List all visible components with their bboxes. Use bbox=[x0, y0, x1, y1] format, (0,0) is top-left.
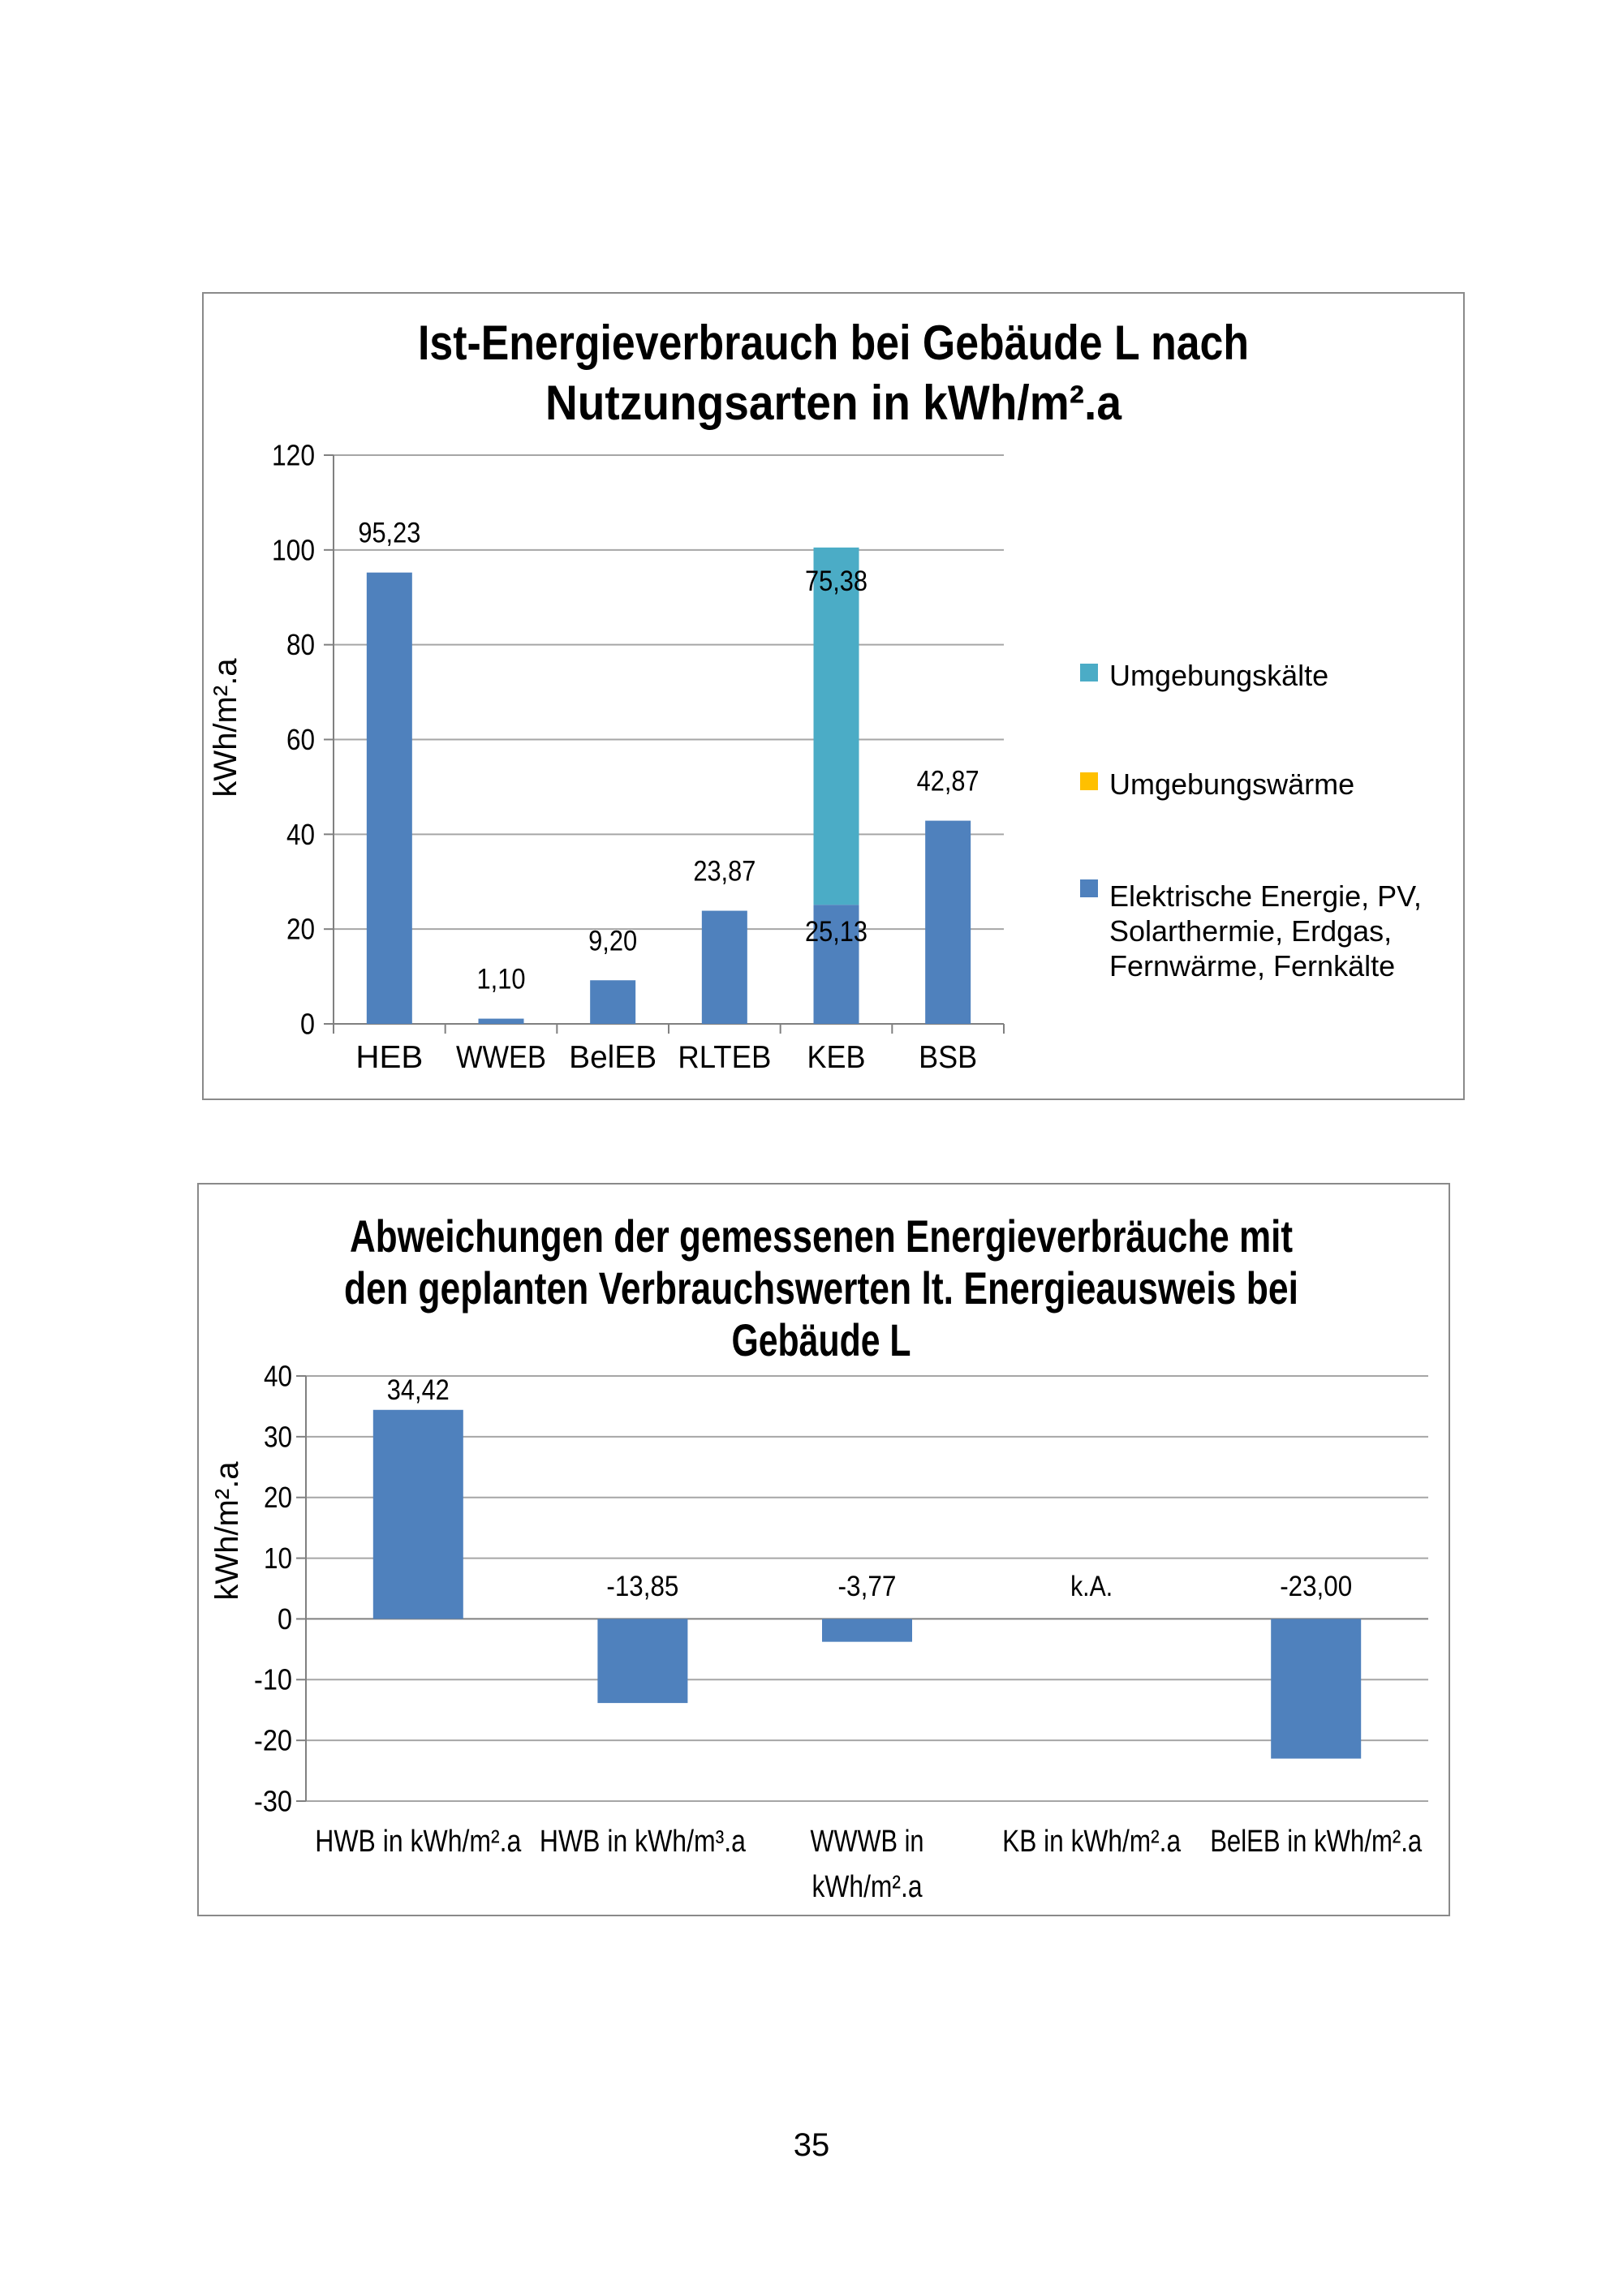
chart-title-line: Gebäude L bbox=[732, 1314, 911, 1365]
category-label: WWWB in bbox=[811, 1825, 924, 1859]
category-label: KEB bbox=[807, 1040, 866, 1075]
y-tick-label: 20 bbox=[264, 1481, 292, 1514]
data-label: k.A. bbox=[1070, 1571, 1113, 1602]
category-label: BelEB in kWh/m².a bbox=[1210, 1825, 1423, 1859]
y-tick-label: 60 bbox=[286, 723, 315, 756]
y-tick-label: 20 bbox=[286, 913, 315, 946]
legend-label: Elektrische Energie, PV, bbox=[1109, 879, 1422, 913]
bar-segment-BelEB in kWh/m².a bbox=[1271, 1619, 1362, 1759]
chart-title-line: Nutzungsarten in kWh/m².a bbox=[545, 376, 1122, 430]
category-label: KB in kWh/m².a bbox=[1002, 1825, 1182, 1859]
y-tick-label: -30 bbox=[254, 1784, 292, 1817]
data-label: 9,20 bbox=[588, 925, 637, 957]
chart-deviation-measured-vs-planned: -30 -20 -10 0 10 20 30 40 34,42 -13,85 -3,77 k.A. -2… bbox=[197, 1183, 1450, 1916]
category-label: kWh/m².a bbox=[812, 1870, 923, 1904]
y-tick-label: 40 bbox=[286, 818, 315, 851]
y-tick-label: -10 bbox=[254, 1663, 292, 1696]
chart-title-line: Abweichungen der gemessenen Energieverbr… bbox=[350, 1210, 1293, 1262]
category-label: BSB bbox=[919, 1040, 977, 1075]
bar-chart-deviations: -30 -20 -10 0 10 20 30 40 34,42 -13,85 -3,77 k.A. -2… bbox=[197, 1183, 1450, 1916]
y-axis-title: kWh/m².a bbox=[209, 1461, 245, 1601]
y-tick-label: 0 bbox=[278, 1602, 292, 1636]
data-label: 34,42 bbox=[387, 1374, 450, 1406]
bar-segment-HEB bbox=[366, 572, 412, 1024]
data-label: 95,23 bbox=[358, 518, 420, 549]
data-label: -23,00 bbox=[1280, 1571, 1352, 1602]
y-tick-label: -20 bbox=[254, 1724, 292, 1757]
bar-segment-HWB in kWh/m².a bbox=[372, 1409, 463, 1619]
category-label: WWEB bbox=[456, 1040, 546, 1075]
data-label: 75,38 bbox=[805, 565, 867, 597]
y-tick-label: 40 bbox=[264, 1359, 292, 1392]
legend-label: Fernwärme, Fernkälte bbox=[1109, 949, 1395, 982]
y-tick-label: 0 bbox=[300, 1007, 315, 1040]
y-tick-label: 100 bbox=[272, 533, 315, 566]
data-label: -13,85 bbox=[606, 1571, 678, 1602]
category-label: HWB in kWh/m³.a bbox=[540, 1825, 747, 1859]
bar-segment-WWEB bbox=[478, 1018, 524, 1024]
bar-segment-KEB bbox=[813, 547, 859, 905]
category-label: HEB bbox=[355, 1040, 423, 1075]
bar-segment-KEB bbox=[813, 905, 859, 1024]
data-label: 23,87 bbox=[693, 856, 756, 888]
legend-swatch bbox=[1080, 772, 1098, 790]
category-label: HWB in kWh/m².a bbox=[315, 1825, 522, 1859]
category-label: BelEB bbox=[569, 1040, 657, 1075]
legend-label: Umgebungswärme bbox=[1109, 767, 1354, 801]
page-number: 35 bbox=[793, 2127, 830, 2163]
bar-segment-BSB bbox=[925, 820, 971, 1024]
bar-segment-BelEB bbox=[590, 980, 636, 1024]
category-label: RLTEB bbox=[678, 1040, 771, 1075]
bar-chart-energy-consumption: 0 20 40 60 80 100 120 95,23 1,10 9,20 23,87 25,13 75… bbox=[202, 292, 1465, 1100]
legend-swatch bbox=[1080, 664, 1098, 681]
legend-label: Umgebungskälte bbox=[1109, 659, 1328, 692]
legend-swatch bbox=[1080, 879, 1098, 897]
data-label: 25,13 bbox=[805, 916, 867, 948]
y-tick-label: 80 bbox=[286, 628, 315, 661]
data-label: 1,10 bbox=[477, 964, 526, 995]
y-tick-label: 120 bbox=[272, 438, 315, 471]
bar-segment-HWB in kWh/m³.a bbox=[597, 1619, 688, 1704]
bar-segment-WWWB in kWh/m².a bbox=[822, 1619, 912, 1642]
chart-energy-consumption-by-use: 0 20 40 60 80 100 120 95,23 1,10 9,20 23,87 25,13 75… bbox=[202, 292, 1465, 1100]
y-tick-label: 10 bbox=[264, 1541, 292, 1575]
legend-label: Solarthermie, Erdgas, bbox=[1109, 914, 1392, 948]
data-label: -3,77 bbox=[838, 1571, 897, 1602]
data-label: 42,87 bbox=[917, 766, 979, 798]
y-tick-label: 30 bbox=[264, 1420, 292, 1453]
chart-title-line: Ist-Energieverbrauch bei Gebäude L nach bbox=[418, 316, 1249, 370]
y-axis-title: kWh/m².a bbox=[208, 658, 243, 798]
bar-segment-RLTEB bbox=[701, 910, 747, 1024]
chart-title-line: den geplanten Verbrauchswerten lt. Energ… bbox=[344, 1262, 1298, 1314]
